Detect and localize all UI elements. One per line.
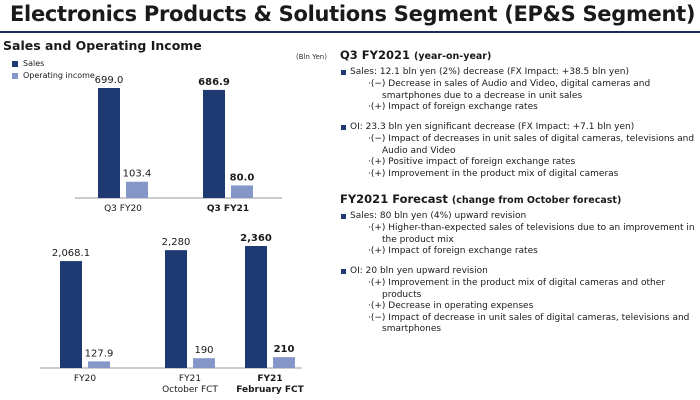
forecast-section-title: FY2021 Forecast (change from October for…: [340, 192, 700, 207]
charts-canvas: 699.0 103.4 Q3 FY20 686.9 80.0 Q3 FY21 2,068.1…: [40, 75, 305, 395]
unit-label: (Bln Yen): [296, 53, 327, 61]
data-label-0-1-oi: 80.0: [230, 172, 255, 183]
data-label-1-0-sales: 2,068.1: [52, 248, 90, 259]
data-label-0-0-sales: 699.0: [95, 75, 124, 86]
fc-oi-sub-1: ·(+) Improvement in the product mix of d…: [368, 278, 665, 300]
q3-title: Q3 FY2021: [340, 48, 410, 62]
bar-1-0-sales: [60, 261, 82, 368]
legend-label-sales: Sales: [23, 59, 45, 68]
data-label-1-1-oi: 190: [194, 345, 213, 356]
bar-0-1-sales: [203, 89, 225, 198]
category-label-1-1-1: October FCT: [162, 385, 218, 395]
category-label-0-1-0: Q3 FY21: [207, 204, 249, 214]
chart-section-title: Sales and Operating Income: [3, 38, 202, 53]
legend-label-oi: Operating income: [23, 71, 95, 80]
legend-item-oi: Operating income: [12, 70, 95, 82]
legend-swatch-oi: [12, 73, 18, 79]
q3-sales-bullet: Sales: 12.1 bln yen (2%) decrease (FX Im…: [340, 67, 700, 79]
header: Electronics Products & Solutions Segment…: [0, 0, 700, 34]
q3-section-title: Q3 FY2021 (year-on-year): [340, 48, 700, 63]
q3-sales-sub-2: ·(+) Impact of foreign exchange rates: [368, 102, 538, 112]
data-label-1-1-sales: 2,280: [162, 237, 191, 248]
bar-1-2-oi: [273, 357, 295, 368]
legend-item-sales: Sales: [12, 58, 95, 70]
fc-oi-sub-3: ·(−) Impact of decrease in unit sales of…: [368, 312, 690, 335]
data-label-0-1-sales: 686.9: [198, 77, 230, 88]
category-label-1-1-0: FY21: [179, 374, 201, 384]
bar-1-1-sales: [165, 250, 187, 368]
bar-1-0-oi: [88, 361, 110, 368]
category-label-1-0-0: FY20: [74, 374, 96, 384]
bar-1-2-sales: [245, 246, 267, 368]
fc-sales-sub-2: ·(+) Impact of foreign exchange rates: [368, 246, 538, 256]
forecast-title: FY2021 Forecast: [340, 192, 448, 206]
bar-1-1-oi: [193, 358, 215, 368]
category-label-1-2-1: February FCT: [236, 385, 304, 395]
q3-sales-sub-1: ·(−) Decrease in sales of Audio and Vide…: [368, 79, 651, 101]
fc-oi-sub-2: ·(+) Decrease in operating expenses: [368, 301, 534, 311]
q3-oi-bullet: OI: 23.3 bln yen significant decrease (F…: [340, 122, 700, 134]
q3-oi-sub-1: ·(−) Impact of decreases in unit sales o…: [368, 134, 695, 156]
page-title: Electronics Products & Solutions Segment…: [10, 2, 696, 26]
commentary-panel: Q3 FY2021 (year-on-year) Sales: 12.1 bln…: [340, 48, 700, 336]
q3-oi-sub-2: ·(+) Positive impact of foreign exchange…: [368, 157, 576, 167]
category-label-0-0-0: Q3 FY20: [104, 204, 142, 214]
bar-0-0-oi: [126, 181, 148, 198]
data-label-1-2-sales: 2,360: [240, 233, 272, 244]
q3-note: (year-on-year): [414, 51, 492, 62]
fc-sales-bullet: Sales: 80 bln yen (4%) upward revision: [340, 211, 700, 223]
legend-swatch-sales: [12, 61, 18, 67]
legend: Sales Operating income: [12, 58, 95, 82]
category-label-1-2-0: FY21: [257, 374, 282, 384]
header-rule: [0, 31, 700, 33]
data-label-1-2-oi: 210: [274, 344, 295, 355]
bar-0-1-oi: [231, 185, 253, 198]
fc-sales-sub-1: ·(+) Higher-than-expected sales of telev…: [368, 223, 695, 245]
data-label-1-0-oi: 127.9: [85, 348, 114, 359]
data-label-0-0-oi: 103.4: [123, 169, 152, 180]
q3-oi-sub-3: ·(+) Improvement in the product mix of d…: [368, 168, 619, 179]
fc-oi-bullet: OI: 20 bln yen upward revision: [340, 266, 700, 278]
forecast-note: (change from October forecast): [451, 195, 622, 206]
bar-0-0-sales: [98, 88, 120, 198]
